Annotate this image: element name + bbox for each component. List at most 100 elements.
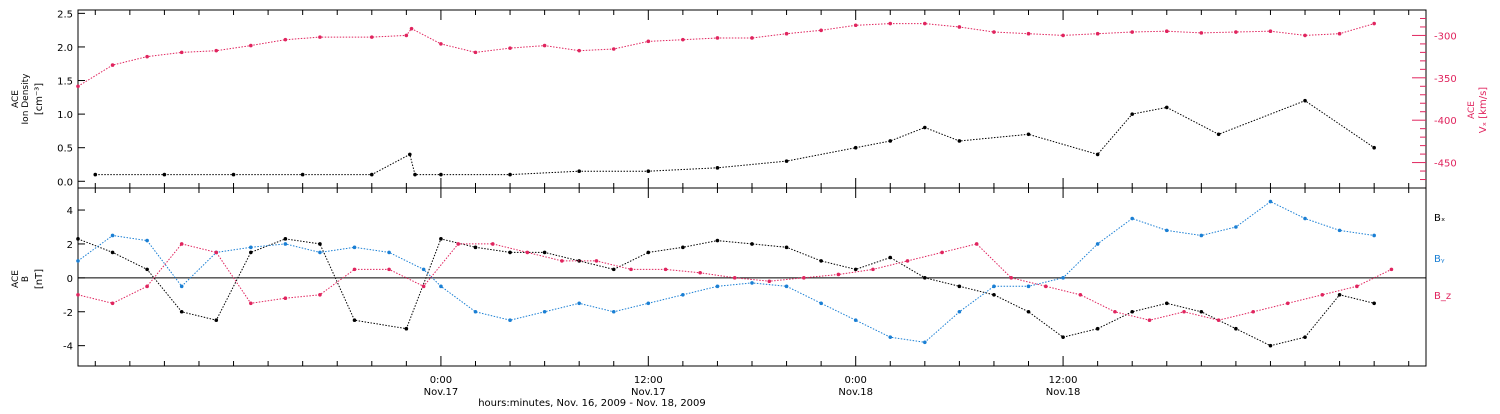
vx-point — [992, 30, 996, 34]
bottom-panel-frame — [77, 187, 1427, 367]
bz-point — [490, 242, 495, 246]
bz-point — [145, 284, 149, 289]
by-point — [1130, 216, 1135, 221]
vx-point — [750, 36, 754, 40]
bx-point — [1026, 309, 1031, 314]
by-point — [283, 242, 288, 246]
top-left-tick-label: 2.5 — [57, 9, 73, 20]
by-point — [611, 309, 616, 314]
top-right-axis-label-line2: Vₓ [km/s] — [1478, 87, 1489, 133]
density-point — [957, 139, 962, 143]
bx-point — [1234, 326, 1238, 331]
vx-point — [404, 33, 409, 38]
vx-point — [1061, 33, 1065, 38]
by-point — [1268, 199, 1273, 204]
bz-point — [1251, 309, 1255, 314]
by-point — [1199, 233, 1204, 238]
vx-point — [784, 31, 789, 36]
bx-point — [179, 309, 184, 314]
by-point — [542, 309, 547, 314]
bx-point — [214, 318, 219, 323]
vx-point — [577, 48, 581, 53]
x-tick-time-label: 12:00 — [634, 375, 663, 386]
vx-point — [819, 28, 823, 33]
by-point — [1337, 228, 1342, 233]
bz-point — [836, 272, 841, 277]
vx-point — [439, 42, 443, 46]
by-point — [888, 335, 893, 339]
chart-marks: 0.0 0.5 1.0 1.5 2.0 2.5 -300 -350 -400 -450 4 2 0 -2 -… — [57, 9, 1457, 398]
bx-point — [1164, 301, 1169, 306]
bz-point — [1182, 309, 1186, 314]
bz-point — [76, 293, 80, 297]
by-point — [439, 284, 443, 289]
density-point — [646, 169, 651, 174]
vx-point — [1303, 33, 1307, 38]
bottom-tick-label: -2 — [63, 308, 73, 319]
vx-point — [957, 25, 962, 29]
by-line — [77, 201, 1375, 343]
by-point — [1303, 216, 1307, 221]
bz-point — [663, 267, 668, 272]
by-point — [1372, 233, 1376, 238]
bz-point — [1216, 318, 1221, 323]
bz-point — [387, 267, 391, 272]
bx-point — [249, 250, 253, 255]
x-tick-time-label: 12:00 — [1049, 375, 1078, 386]
top-right-tick-label: -350 — [1434, 74, 1457, 85]
bx-point — [681, 245, 685, 250]
by-point — [681, 293, 685, 297]
bx-point — [473, 245, 478, 250]
bottom-tick-label: 2 — [67, 240, 73, 251]
vx-point — [110, 63, 115, 67]
bx-point — [508, 250, 512, 255]
x-tick-date-label: Nov.18 — [838, 387, 873, 398]
vx-point — [681, 37, 685, 42]
top-left-axis-title: ACE Ion Density [cm⁻³] — [11, 73, 45, 125]
bz-point — [1320, 293, 1325, 297]
bx-point — [646, 250, 651, 255]
density-point — [1026, 132, 1031, 137]
bz-point — [767, 279, 772, 284]
vx-point — [473, 50, 478, 55]
density-point — [162, 172, 167, 177]
by-point — [784, 284, 789, 289]
by-point — [421, 267, 426, 272]
bz-point — [560, 259, 564, 263]
bz-point — [1009, 276, 1014, 280]
by-point — [1164, 228, 1169, 233]
vx-point — [1130, 30, 1135, 34]
top-left-tick-label: 0.5 — [57, 144, 73, 155]
density-point — [1372, 145, 1376, 150]
density-point — [369, 172, 374, 177]
vx-point — [1095, 31, 1100, 36]
bz-point — [732, 276, 737, 280]
top-left-axis-label-line1: ACE — [11, 90, 21, 108]
vx-point — [76, 84, 80, 89]
bz-point — [1078, 293, 1083, 297]
vx-point — [611, 47, 616, 51]
vx-point — [646, 39, 651, 44]
bx-point — [923, 276, 927, 280]
bottom-axis-title: ACE B [nT] — [11, 269, 45, 289]
by-point — [853, 318, 858, 323]
x-tick-time-label: 0:00 — [430, 375, 452, 386]
bx-point — [1337, 293, 1342, 297]
bx-point — [542, 250, 547, 255]
bz-point — [283, 296, 288, 300]
by-point — [577, 301, 581, 306]
by-point — [646, 301, 651, 306]
x-tick-date-label: Nov.18 — [1046, 387, 1081, 398]
by-point — [715, 284, 720, 289]
bottom-tick-label: 0 — [67, 274, 73, 285]
bx-point — [611, 267, 616, 272]
bz-point — [594, 259, 599, 263]
by-point — [957, 309, 962, 314]
bx-point — [76, 237, 80, 241]
bottom-axis-label-line1: ACE — [11, 270, 21, 288]
legend-by: Bᵧ — [1434, 254, 1445, 265]
vx-point — [715, 36, 720, 40]
vx-point — [853, 23, 858, 28]
bx-point — [957, 284, 962, 289]
bz-point — [698, 270, 702, 275]
